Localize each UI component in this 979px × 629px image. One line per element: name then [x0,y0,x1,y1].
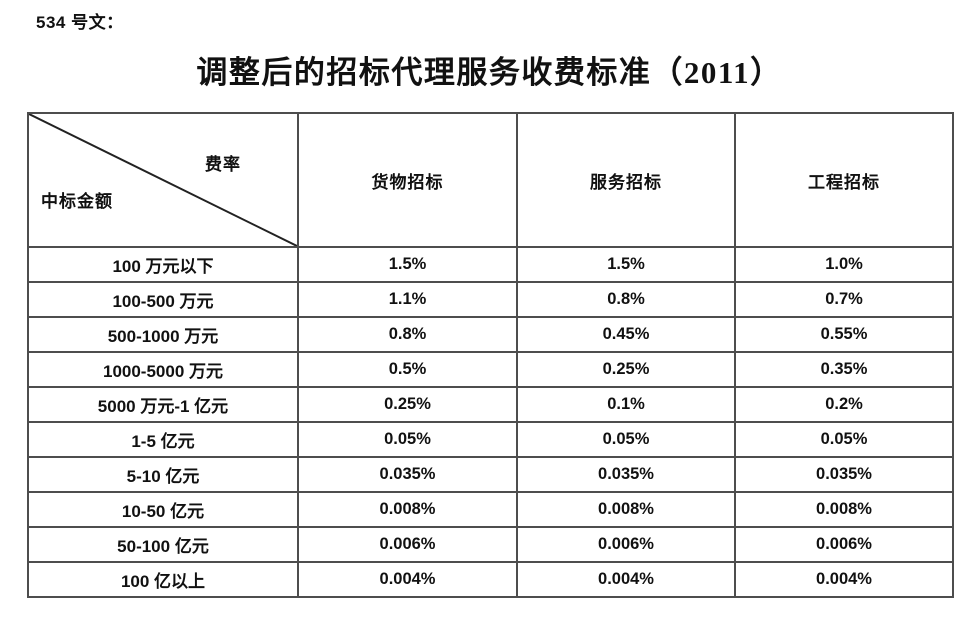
rate-cell-goods: 1.5% [297,246,518,283]
rate-cell-services: 0.05% [516,421,736,458]
rate-cell-services: 0.008% [516,491,736,528]
rate-cell-goods: 0.8% [297,316,518,353]
rate-cell-goods: 1.1% [297,281,518,318]
page-title: 调整后的招标代理服务收费标准（2011） [196,55,783,90]
rate-cell-engineering: 0.008% [734,491,954,528]
table-row: 5-10 亿元 0.035% 0.035% 0.035% [27,456,954,493]
rate-cell-goods: 0.008% [297,491,518,528]
table-row: 100 亿以上 0.004% 0.004% 0.004% [27,561,954,598]
corner-label-fee-rate: 费率 [205,155,241,174]
rate-cell-engineering: 0.004% [734,561,954,598]
row-label-amount-range: 500-1000 万元 [27,316,299,353]
table-row: 1000-5000 万元 0.5% 0.25% 0.35% [27,351,954,388]
rate-cell-services: 0.006% [516,526,736,563]
fee-table-body: 100 万元以下 1.5% 1.5% 1.0% 100-500 万元 1.1% … [27,246,954,598]
row-label-amount-range: 1-5 亿元 [27,421,299,458]
row-label-amount-range: 100 亿以上 [27,561,299,598]
row-label-amount-range: 100 万元以下 [27,246,299,283]
rate-cell-goods: 0.25% [297,386,518,423]
column-header-engineering: 工程招标 [734,112,954,248]
table-row: 5000 万元-1 亿元 0.25% 0.1% 0.2% [27,386,954,423]
rate-cell-goods: 0.05% [297,421,518,458]
rate-cell-goods: 0.006% [297,526,518,563]
rate-cell-engineering: 0.05% [734,421,954,458]
column-header-services: 服务招标 [516,112,736,248]
rate-cell-services: 0.035% [516,456,736,493]
table-row: 100 万元以下 1.5% 1.5% 1.0% [27,246,954,283]
rate-cell-services: 1.5% [516,246,736,283]
table-row: 10-50 亿元 0.008% 0.008% 0.008% [27,491,954,528]
rate-cell-services: 0.45% [516,316,736,353]
rate-cell-goods: 0.5% [297,351,518,388]
table-row: 50-100 亿元 0.006% 0.006% 0.006% [27,526,954,563]
row-label-amount-range: 100-500 万元 [27,281,299,318]
corner-label-bid-amount: 中标金额 [41,192,113,211]
rate-cell-engineering: 0.35% [734,351,954,388]
header-row: 费率 中标金额 货物招标 服务招标 工程招标 [27,112,954,248]
rate-cell-engineering: 0.7% [734,281,954,318]
rate-cell-engineering: 0.006% [734,526,954,563]
row-label-amount-range: 5000 万元-1 亿元 [27,386,299,423]
column-header-goods: 货物招标 [297,112,518,248]
fee-table: 费率 中标金额 货物招标 服务招标 工程招标 100 万元以下 1.5% 1.5… [27,112,954,598]
table-row: 100-500 万元 1.1% 0.8% 0.7% [27,281,954,318]
row-label-amount-range: 50-100 亿元 [27,526,299,563]
rate-cell-engineering: 1.0% [734,246,954,283]
table-row: 500-1000 万元 0.8% 0.45% 0.55% [27,316,954,353]
rate-cell-services: 0.004% [516,561,736,598]
rate-cell-services: 0.25% [516,351,736,388]
rate-cell-engineering: 0.035% [734,456,954,493]
row-label-amount-range: 1000-5000 万元 [27,351,299,388]
rate-cell-services: 0.8% [516,281,736,318]
rate-cell-goods: 0.035% [297,456,518,493]
rate-cell-engineering: 0.55% [734,316,954,353]
rate-cell-services: 0.1% [516,386,736,423]
diagonal-divider-line [29,114,297,246]
row-label-amount-range: 10-50 亿元 [27,491,299,528]
row-label-amount-range: 5-10 亿元 [27,456,299,493]
doc-number-label: 534 号文： [36,13,124,32]
corner-header-cell: 费率 中标金额 [27,112,299,248]
rate-cell-goods: 0.004% [297,561,518,598]
rate-cell-engineering: 0.2% [734,386,954,423]
table-row: 1-5 亿元 0.05% 0.05% 0.05% [27,421,954,458]
